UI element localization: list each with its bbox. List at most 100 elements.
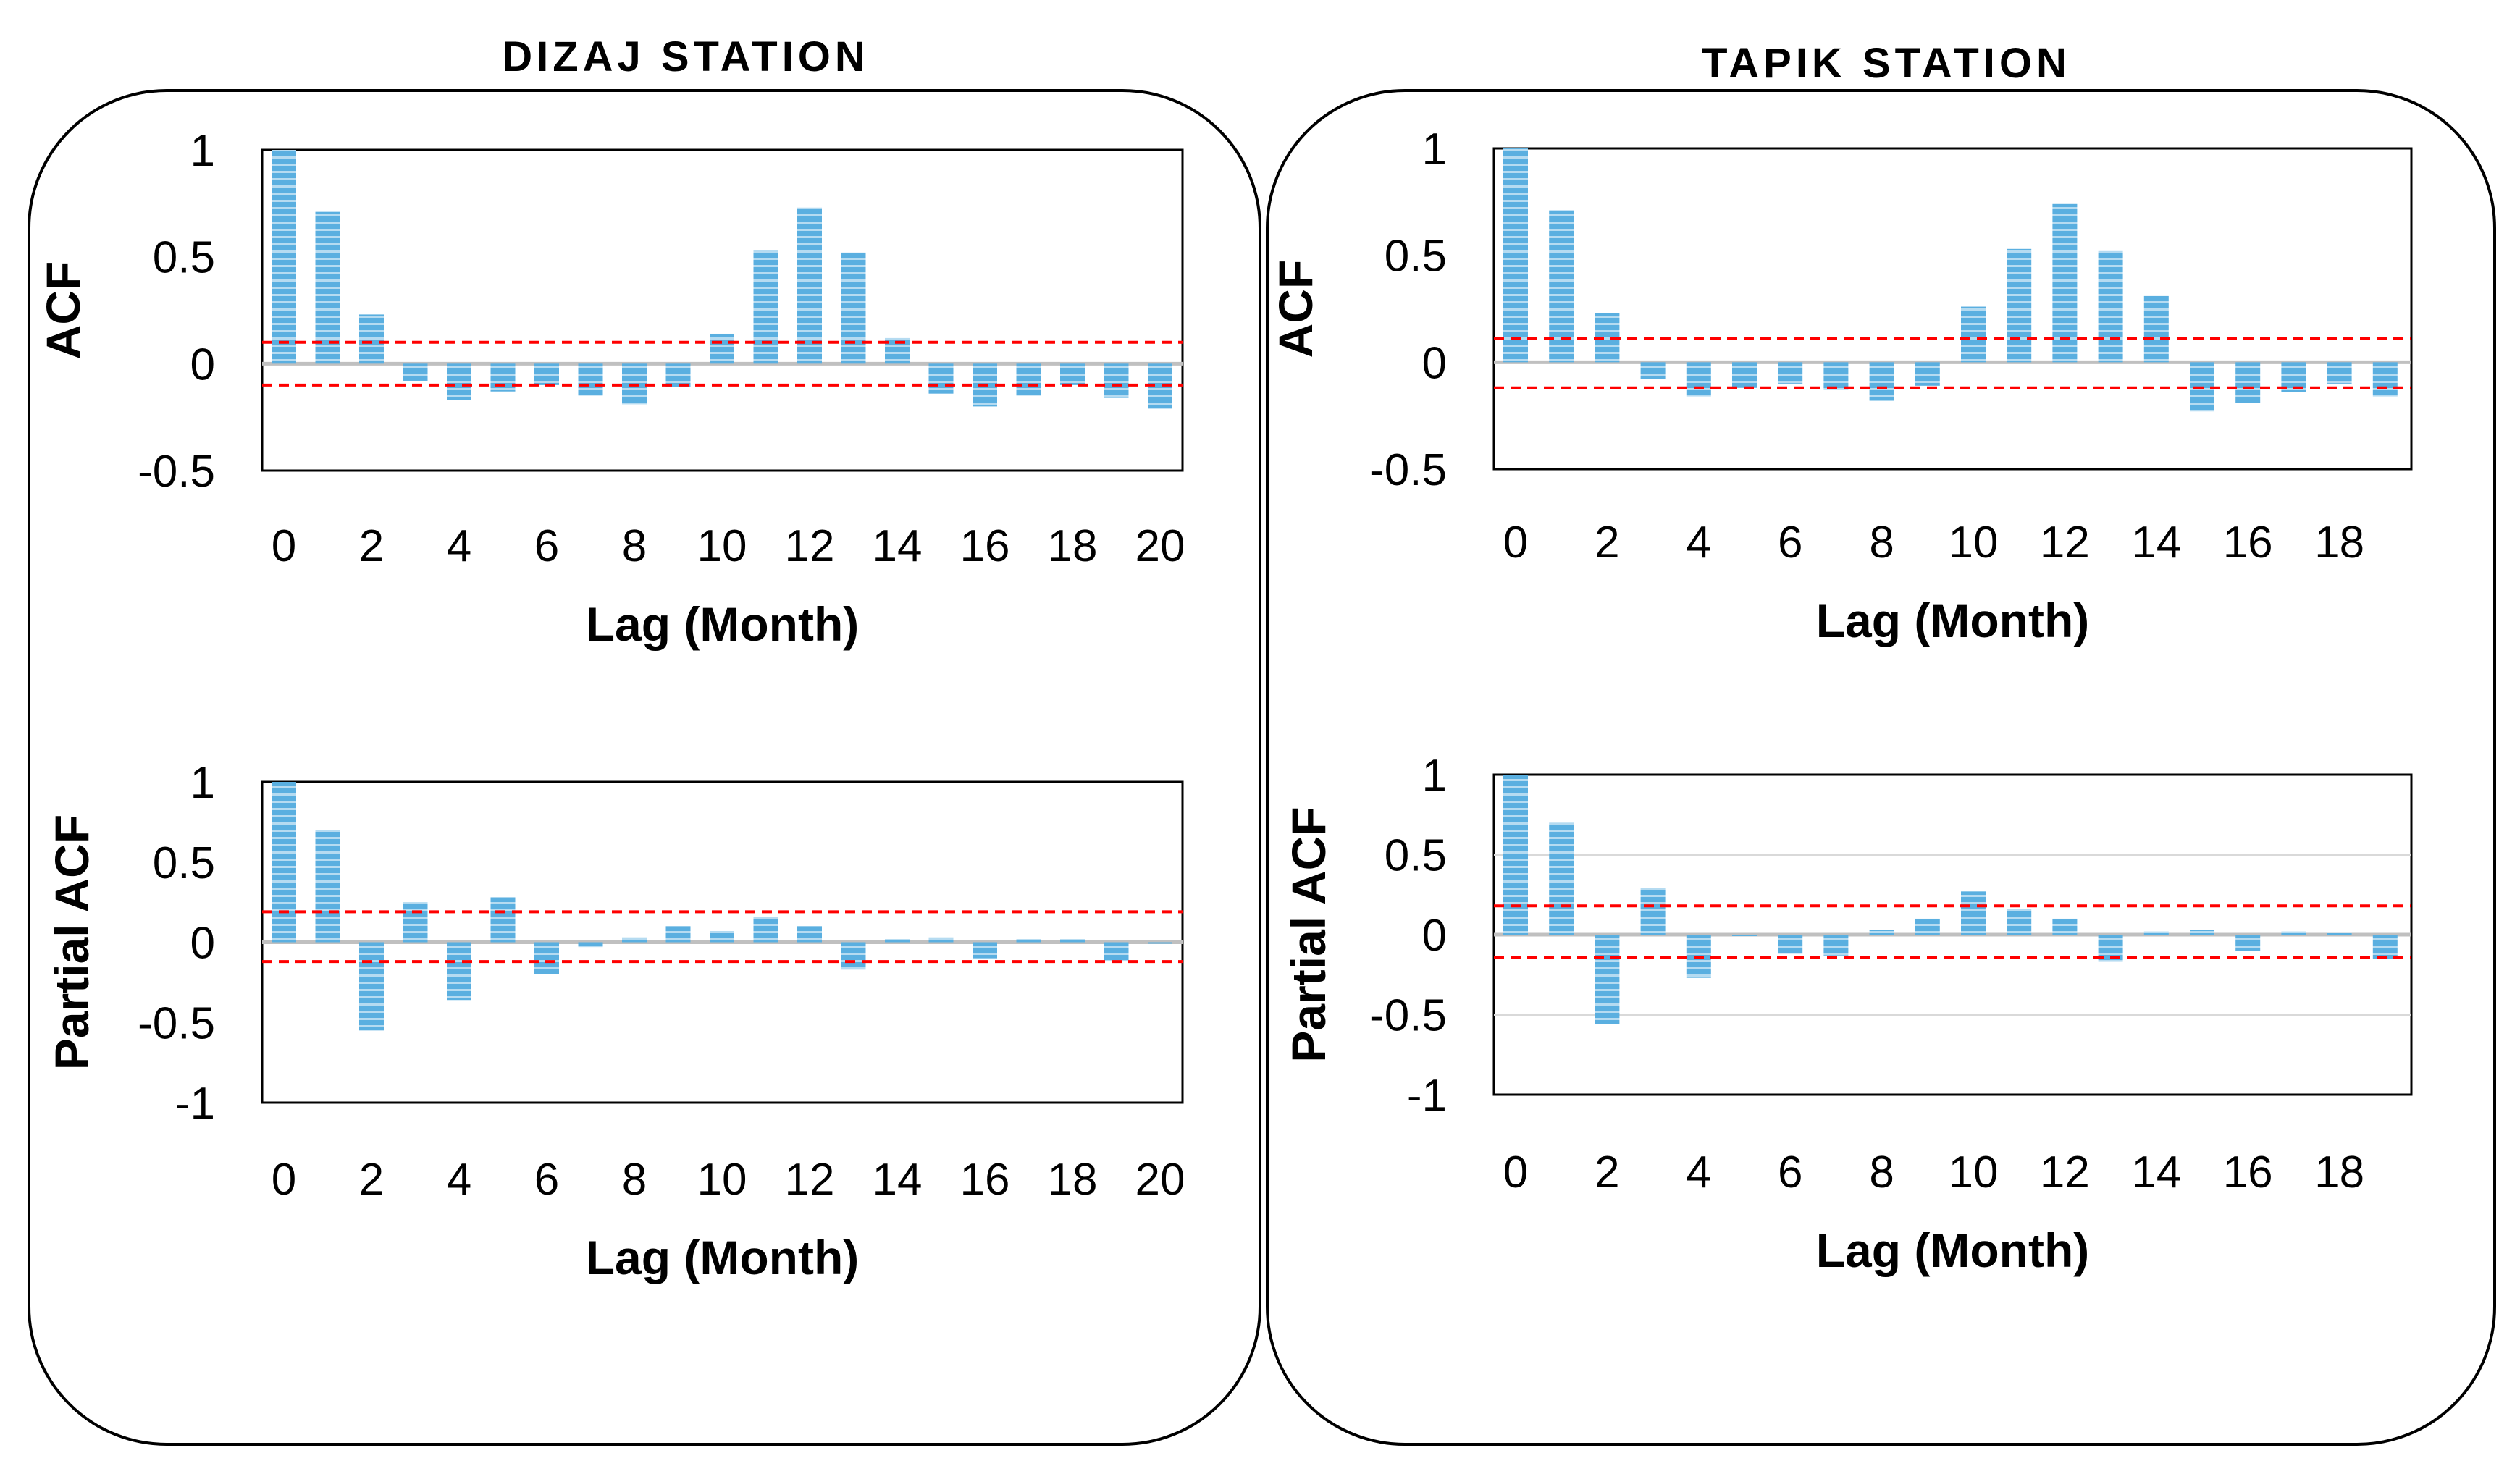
bar-lag-15 — [928, 363, 954, 394]
bar-lag-12 — [2052, 203, 2078, 363]
y-tick-label: 1 — [190, 126, 215, 176]
y-tick-label: 1 — [190, 758, 215, 808]
x-tick-label: 2 — [359, 1155, 384, 1205]
bar-lag-3 — [403, 363, 428, 381]
x-tick-label: 0 — [1503, 518, 1528, 568]
x-tick-label: 0 — [1503, 1147, 1528, 1197]
x-tick-label: 16 — [960, 1155, 1010, 1205]
y-tick-label: 0 — [1422, 338, 1447, 388]
bar-lag-12 — [2052, 918, 2078, 935]
x-tick-label: 16 — [2223, 518, 2273, 568]
bar-lag-14 — [2143, 295, 2169, 363]
bar-lag-19 — [1104, 363, 1129, 398]
bar-lag-10 — [710, 333, 734, 364]
bar-lag-2 — [359, 314, 384, 364]
x-tick-label: 6 — [534, 1155, 559, 1205]
y-axis-title: ACF — [1269, 260, 1322, 358]
x-tick-label: 10 — [1949, 518, 1999, 568]
x-tick-label: 18 — [1048, 521, 1098, 571]
x-tick-label: 20 — [1135, 1155, 1185, 1205]
bar-lag-10 — [1961, 891, 1986, 935]
x-tick-label: 10 — [697, 521, 747, 571]
bar-lag-11 — [2007, 248, 2032, 363]
bar-lag-16 — [973, 942, 997, 959]
bar-lag-0 — [1503, 148, 1528, 363]
bar-lag-1 — [1549, 822, 1574, 935]
y-axis-title: ACF — [36, 261, 90, 360]
x-tick-label: 0 — [272, 521, 296, 571]
x-tick-label: 2 — [1595, 1147, 1619, 1197]
x-tick-label: 0 — [272, 1155, 296, 1205]
bar-lag-0 — [272, 150, 296, 364]
bar-lag-13 — [2098, 250, 2123, 363]
bar-lag-5 — [490, 363, 516, 392]
bar-lag-15 — [928, 937, 954, 943]
x-tick-label: 6 — [1778, 518, 1802, 568]
y-tick-label: 0 — [190, 340, 215, 389]
bar-lag-16 — [2235, 935, 2261, 951]
bar-lag-18 — [2327, 932, 2352, 935]
y-tick-label: 0 — [190, 919, 215, 969]
bar-lag-14 — [2143, 931, 2169, 935]
y-axis-title: Partial ACF — [1282, 807, 1335, 1062]
bar-lag-12 — [797, 207, 822, 364]
y-tick-label: -0.5 — [1369, 445, 1447, 495]
bar-lag-5 — [1732, 935, 1757, 936]
x-tick-label: 14 — [873, 521, 923, 571]
bar-lag-7 — [1823, 935, 1849, 956]
y-tick-label: 0.5 — [153, 233, 215, 283]
bar-lag-13 — [841, 252, 866, 364]
plot-frame — [261, 148, 1184, 472]
bar-lag-3 — [1640, 362, 1666, 379]
bar-lag-12 — [797, 926, 822, 943]
x-tick-label: 18 — [2314, 1147, 2364, 1197]
x-tick-label: 14 — [2131, 518, 2181, 568]
x-tick-label: 4 — [1687, 1147, 1711, 1197]
bar-lag-1 — [315, 830, 340, 943]
bar-lag-19 — [2372, 935, 2398, 959]
bar-lag-11 — [753, 917, 778, 943]
bar-lag-10 — [1961, 306, 1986, 363]
x-tick-label: 6 — [1778, 1147, 1802, 1197]
y-tick-label: 1 — [1422, 125, 1447, 174]
bar-lag-2 — [1595, 935, 1620, 1024]
x-tick-label: 8 — [1869, 1147, 1894, 1197]
bar-lag-19 — [2372, 362, 2398, 397]
bar-lag-19 — [1104, 942, 1129, 962]
bar-lag-9 — [665, 926, 691, 943]
y-tick-label: 0.5 — [1385, 831, 1447, 881]
y-tick-label: 0.5 — [153, 838, 215, 888]
bar-lag-17 — [2281, 931, 2306, 935]
bar-lag-10 — [710, 930, 734, 943]
bar-lag-0 — [1503, 775, 1528, 935]
bar-lag-6 — [534, 942, 559, 974]
bar-lag-11 — [753, 250, 778, 364]
x-tick-label: 12 — [785, 1155, 835, 1205]
bar-lag-18 — [2327, 362, 2352, 384]
bar-lag-8 — [1869, 930, 1894, 935]
bar-lag-1 — [1549, 210, 1574, 363]
dizaj-pacf-chart: 1 0.5 0 -0.5 -1 0 2 4 6 8 10 12 14 16 18 20 Lag (Month) P… — [45, 758, 1185, 1284]
x-axis-title: Lag (Month) — [1816, 1224, 2090, 1277]
bar-lag-4 — [1686, 362, 1711, 397]
bar-lag-17 — [1016, 939, 1041, 943]
bar-lag-18 — [1060, 939, 1085, 943]
y-tick-label: -0.5 — [138, 447, 215, 497]
bar-lag-16 — [2235, 362, 2261, 403]
bar-lag-3 — [1640, 888, 1666, 935]
bar-lag-11 — [2007, 909, 2032, 935]
y-tick-label: 1 — [1422, 751, 1447, 801]
x-axis-title: Lag (Month) — [1816, 594, 2090, 647]
x-tick-label: 8 — [1869, 518, 1894, 568]
bar-lag-3 — [403, 902, 428, 943]
x-tick-label: 18 — [2314, 518, 2364, 568]
x-tick-label: 2 — [359, 521, 384, 571]
bar-lag-4 — [447, 363, 471, 400]
x-tick-label: 14 — [2131, 1147, 2181, 1197]
bar-lag-6 — [1778, 935, 1803, 954]
plot-frame — [1492, 147, 2413, 471]
bar-lag-9 — [1915, 918, 1940, 935]
x-tick-label: 4 — [447, 1155, 471, 1205]
tapik-station-title: TAPIK STATION — [1702, 40, 2071, 87]
x-tick-label: 16 — [960, 521, 1010, 571]
